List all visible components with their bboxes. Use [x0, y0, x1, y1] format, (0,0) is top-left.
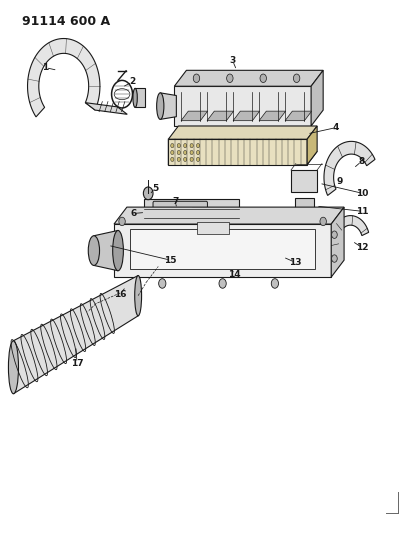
Text: 10: 10	[356, 189, 369, 198]
Polygon shape	[174, 70, 323, 86]
Text: 2: 2	[129, 77, 135, 86]
Bar	[192, 207, 209, 222]
Ellipse shape	[88, 236, 100, 265]
Text: 11: 11	[356, 207, 369, 216]
Circle shape	[190, 157, 193, 161]
Polygon shape	[144, 199, 239, 228]
Polygon shape	[114, 207, 344, 224]
Circle shape	[143, 187, 153, 200]
Ellipse shape	[9, 341, 19, 394]
Circle shape	[196, 143, 200, 148]
Circle shape	[332, 255, 337, 262]
Ellipse shape	[113, 230, 124, 271]
Polygon shape	[85, 103, 127, 114]
Text: 8: 8	[358, 157, 364, 166]
Bar	[295, 198, 314, 215]
Circle shape	[171, 150, 174, 155]
Polygon shape	[168, 139, 307, 165]
Polygon shape	[135, 88, 145, 108]
Circle shape	[227, 74, 233, 83]
Text: 3: 3	[230, 56, 236, 65]
Polygon shape	[13, 276, 138, 394]
Circle shape	[219, 279, 226, 288]
Circle shape	[190, 143, 193, 148]
Polygon shape	[324, 141, 375, 196]
Polygon shape	[259, 111, 286, 120]
Circle shape	[177, 143, 180, 148]
Ellipse shape	[135, 276, 142, 316]
Text: 12: 12	[356, 244, 369, 253]
Circle shape	[177, 157, 180, 161]
Circle shape	[159, 279, 166, 288]
Polygon shape	[331, 216, 369, 250]
Polygon shape	[168, 126, 317, 139]
Text: 4: 4	[333, 123, 339, 132]
Bar	[196, 222, 229, 233]
Polygon shape	[94, 230, 118, 271]
Circle shape	[183, 150, 187, 155]
Circle shape	[119, 217, 125, 225]
Text: 14: 14	[228, 270, 241, 279]
Circle shape	[196, 150, 200, 155]
Circle shape	[193, 74, 200, 83]
Polygon shape	[307, 126, 317, 165]
Polygon shape	[207, 111, 234, 120]
Polygon shape	[331, 207, 344, 277]
Text: 9: 9	[336, 177, 343, 186]
Circle shape	[177, 150, 180, 155]
Polygon shape	[233, 111, 260, 120]
Text: 15: 15	[164, 256, 177, 265]
Polygon shape	[174, 86, 311, 126]
Bar	[130, 229, 315, 269]
Circle shape	[260, 74, 266, 83]
Circle shape	[183, 143, 187, 148]
Polygon shape	[28, 38, 100, 117]
Polygon shape	[285, 111, 311, 120]
Text: 17: 17	[71, 359, 83, 367]
Circle shape	[332, 231, 337, 238]
Circle shape	[183, 157, 187, 161]
Text: 5: 5	[152, 183, 158, 192]
Text: 6: 6	[130, 209, 136, 218]
Ellipse shape	[157, 93, 164, 119]
Text: 1: 1	[43, 63, 49, 72]
Circle shape	[293, 74, 300, 83]
Circle shape	[190, 150, 193, 155]
Circle shape	[320, 217, 326, 225]
Polygon shape	[311, 70, 323, 126]
FancyBboxPatch shape	[153, 201, 207, 225]
Polygon shape	[138, 228, 152, 238]
Circle shape	[171, 143, 174, 148]
Polygon shape	[168, 151, 317, 165]
Circle shape	[271, 279, 279, 288]
Circle shape	[171, 157, 174, 161]
Text: 91114 600 A: 91114 600 A	[21, 14, 110, 28]
Polygon shape	[114, 224, 331, 277]
Polygon shape	[231, 228, 245, 238]
Text: 13: 13	[289, 258, 301, 266]
Text: 7: 7	[172, 197, 178, 206]
Polygon shape	[181, 111, 208, 120]
Circle shape	[196, 157, 200, 161]
Bar	[291, 170, 317, 192]
Polygon shape	[160, 93, 176, 119]
Ellipse shape	[133, 88, 137, 108]
Text: 16: 16	[114, 289, 126, 298]
